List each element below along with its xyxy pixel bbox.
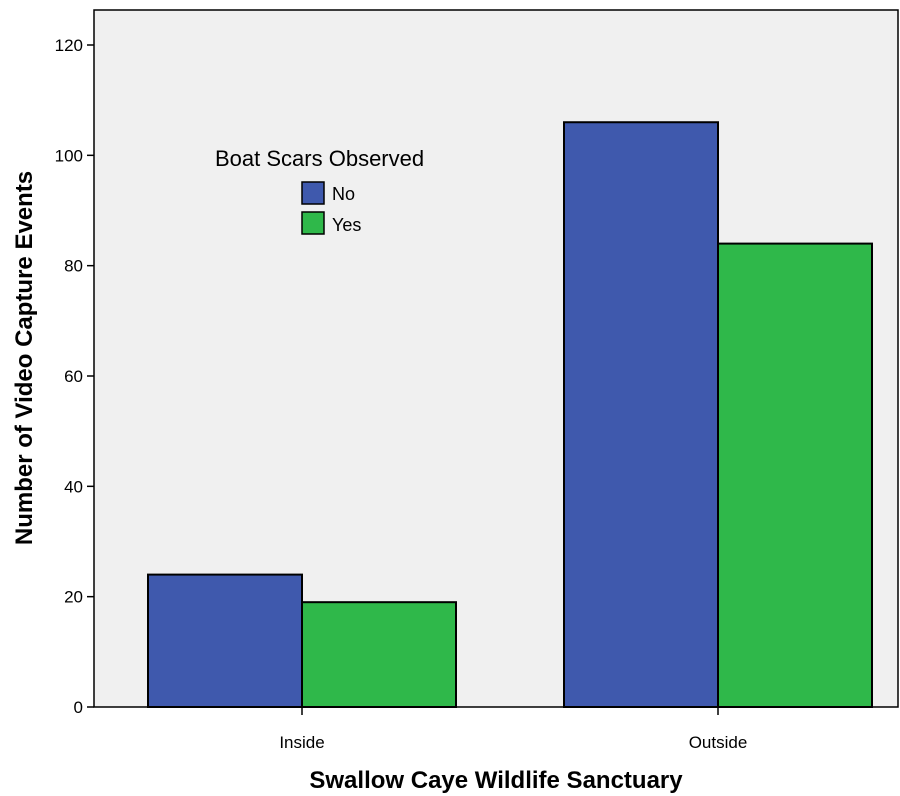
y-axis: 0 20 40 60 80 100 120 [55, 36, 94, 717]
legend-label-no: No [332, 184, 355, 204]
y-tick-label: 60 [64, 367, 83, 386]
bars [147, 121, 873, 709]
legend-swatch-no [301, 181, 325, 205]
y-axis-title: Number of Video Capture Events [11, 171, 38, 545]
bar-inside-yes [301, 601, 457, 709]
y-tick-label: 20 [64, 588, 83, 607]
legend-swatch-yes [301, 211, 325, 235]
bar-outside-yes [717, 242, 873, 708]
x-tick-label-inside: Inside [279, 733, 324, 752]
x-axis: Inside Outside [279, 707, 747, 752]
bar-outside-no [563, 121, 719, 708]
y-tick-label: 40 [64, 477, 83, 496]
y-tick-label: 0 [74, 698, 83, 717]
legend: Boat Scars Observed No Yes [215, 146, 424, 235]
y-tick-label: 120 [55, 36, 83, 55]
bar-inside-no [147, 573, 303, 708]
legend-label-yes: Yes [332, 215, 361, 235]
legend-title: Boat Scars Observed [215, 146, 424, 171]
y-tick-label: 100 [55, 146, 83, 165]
y-tick-label: 80 [64, 257, 83, 276]
x-axis-title: Swallow Caye Wildlife Sanctuary [309, 767, 683, 794]
x-tick-label-outside: Outside [689, 733, 748, 752]
